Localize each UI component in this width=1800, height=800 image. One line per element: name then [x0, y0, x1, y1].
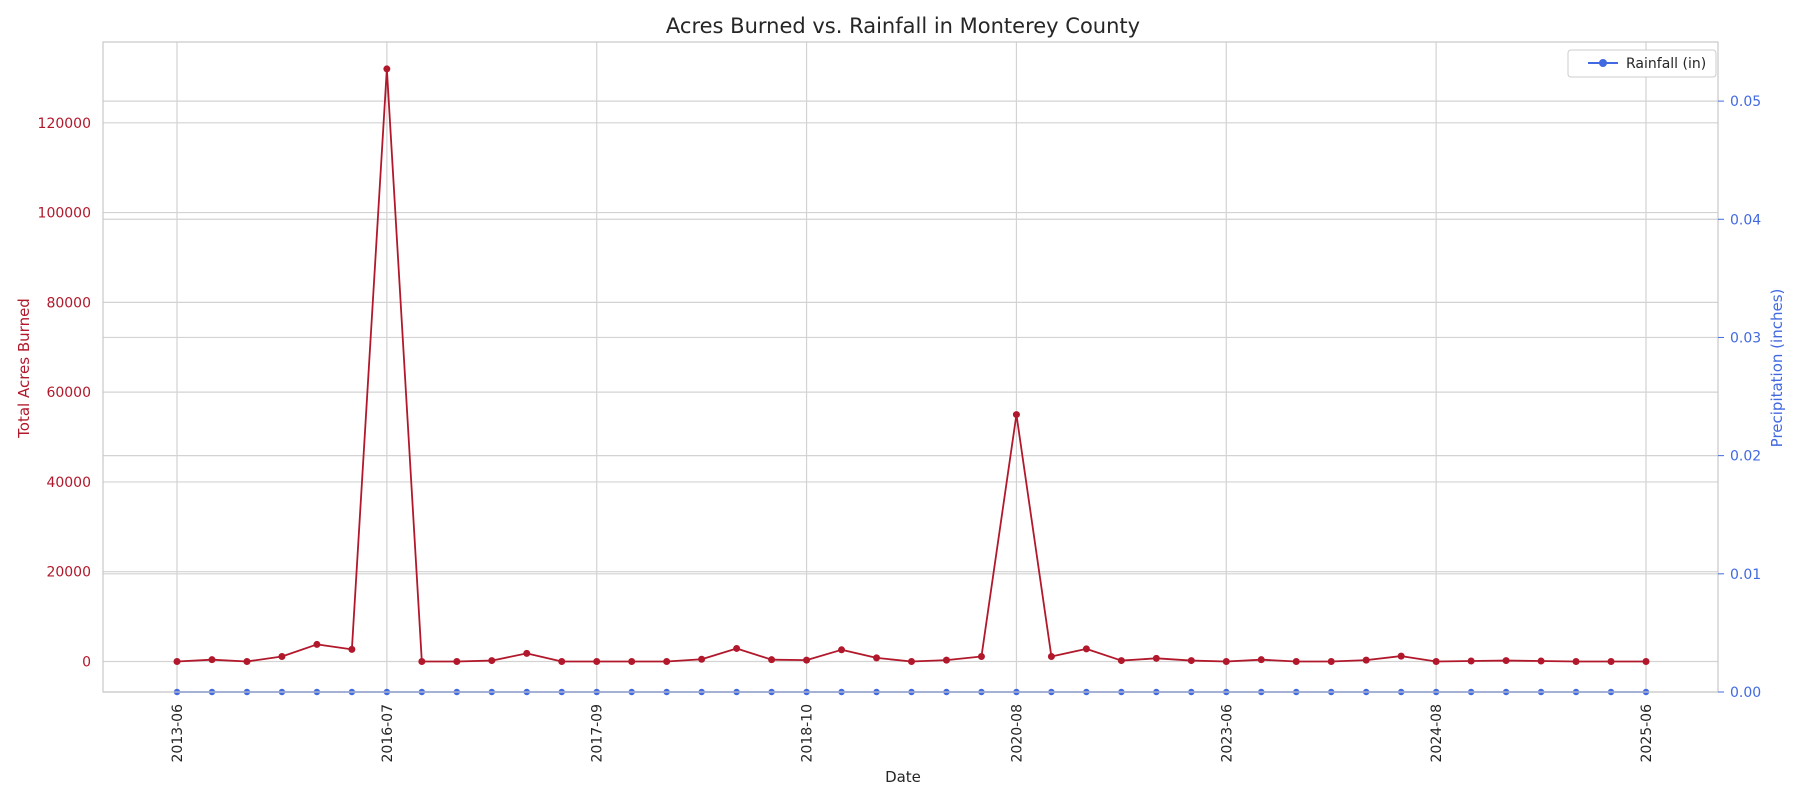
acres-line [176, 68, 1646, 663]
y-left-tick-label: 20000 [46, 565, 91, 581]
y-axis-right-label: Precipitation (inches) [1768, 289, 1786, 448]
acres-point [663, 657, 671, 665]
acres-point [243, 657, 251, 665]
grid-layer [103, 42, 1718, 693]
acres-point [1572, 657, 1580, 665]
y-left-tick-label: 60000 [46, 385, 91, 401]
x-axis-label: Date [885, 768, 921, 786]
y-left-tick-label: 40000 [46, 475, 91, 491]
acres-point [942, 656, 950, 664]
x-tick-label: 2025-06 [1639, 704, 1655, 763]
legend-frame [1567, 49, 1717, 78]
acres-point [278, 653, 286, 661]
acres-point [803, 656, 811, 664]
acres-point [1467, 657, 1475, 665]
y-left-tick-label: 80000 [46, 295, 91, 311]
acres-point [1187, 657, 1195, 665]
x-tick-label: 2023-06 [1219, 704, 1235, 763]
plot-frame [102, 41, 1719, 693]
acres-point [453, 657, 461, 665]
x-tick-label: 2013-06 [170, 704, 186, 763]
y-right-tick-label: 0.00 [1730, 685, 1761, 701]
acres-point [1222, 657, 1230, 665]
acres-point [348, 645, 356, 653]
x-tick-label: 2020-08 [1009, 704, 1025, 763]
y-right-tick-label: 0.05 [1730, 94, 1761, 110]
acres-point [1152, 654, 1160, 662]
acres-point [977, 653, 985, 661]
y-left-tick-label: 0 [82, 654, 91, 670]
x-tick-label: 2016-07 [380, 704, 396, 763]
legend-rain-label: Rainfall (in) [1626, 56, 1706, 72]
acres-point [1257, 656, 1265, 664]
acres-point [488, 657, 496, 665]
y-left-tick-label: 120000 [38, 116, 91, 132]
acres-point [173, 657, 181, 665]
acres-point [733, 644, 741, 652]
acres-point [873, 654, 881, 662]
acres-point [383, 65, 391, 73]
acres-point [208, 656, 216, 664]
legend: Rainfall (in) [1567, 49, 1717, 78]
legend-rain-swatch-marker [1599, 59, 1607, 67]
acres-point [1082, 645, 1090, 653]
acres-point [1327, 657, 1335, 665]
acres-point [558, 657, 566, 665]
chart-title: Acres Burned vs. Rainfall in Monterey Co… [666, 14, 1140, 38]
x-tick-label: 2024-08 [1429, 704, 1445, 763]
acres-point [628, 657, 636, 665]
acres-point [908, 657, 915, 665]
series-layer [173, 65, 1650, 696]
axis-layer: 2013-06 2016-07 2017-09 2018-10 2020-08 2023-… [38, 94, 1762, 762]
y-axis-left-label: Total Acres Burned [15, 298, 33, 439]
acres-point [1012, 411, 1020, 419]
acres-point [1292, 657, 1300, 665]
acres-point [418, 657, 426, 665]
acres-point [593, 657, 601, 665]
acres-point [313, 640, 321, 648]
acres-point [1537, 657, 1545, 665]
acres-point [838, 646, 846, 654]
x-tick-label: 2018-10 [800, 704, 816, 763]
acres-point [1642, 657, 1650, 665]
x-tick-label: 2017-09 [590, 704, 606, 763]
y-right-tick-label: 0.03 [1730, 330, 1761, 346]
acres-point [1607, 657, 1615, 665]
y-right-tick-label: 0.04 [1730, 212, 1761, 228]
acres-point [1047, 653, 1055, 661]
y-right-tick-label: 0.01 [1730, 567, 1761, 583]
acres-point [1432, 657, 1440, 665]
acres-point [1397, 652, 1405, 660]
y-left-tick-label: 100000 [38, 206, 91, 222]
acres-point [698, 655, 706, 663]
acres-point [523, 649, 531, 657]
acres-point [1362, 656, 1370, 664]
acres-point [1502, 657, 1510, 665]
y-right-tick-label: 0.02 [1730, 449, 1761, 465]
acres-point [1117, 657, 1125, 665]
acres-point [768, 656, 776, 664]
